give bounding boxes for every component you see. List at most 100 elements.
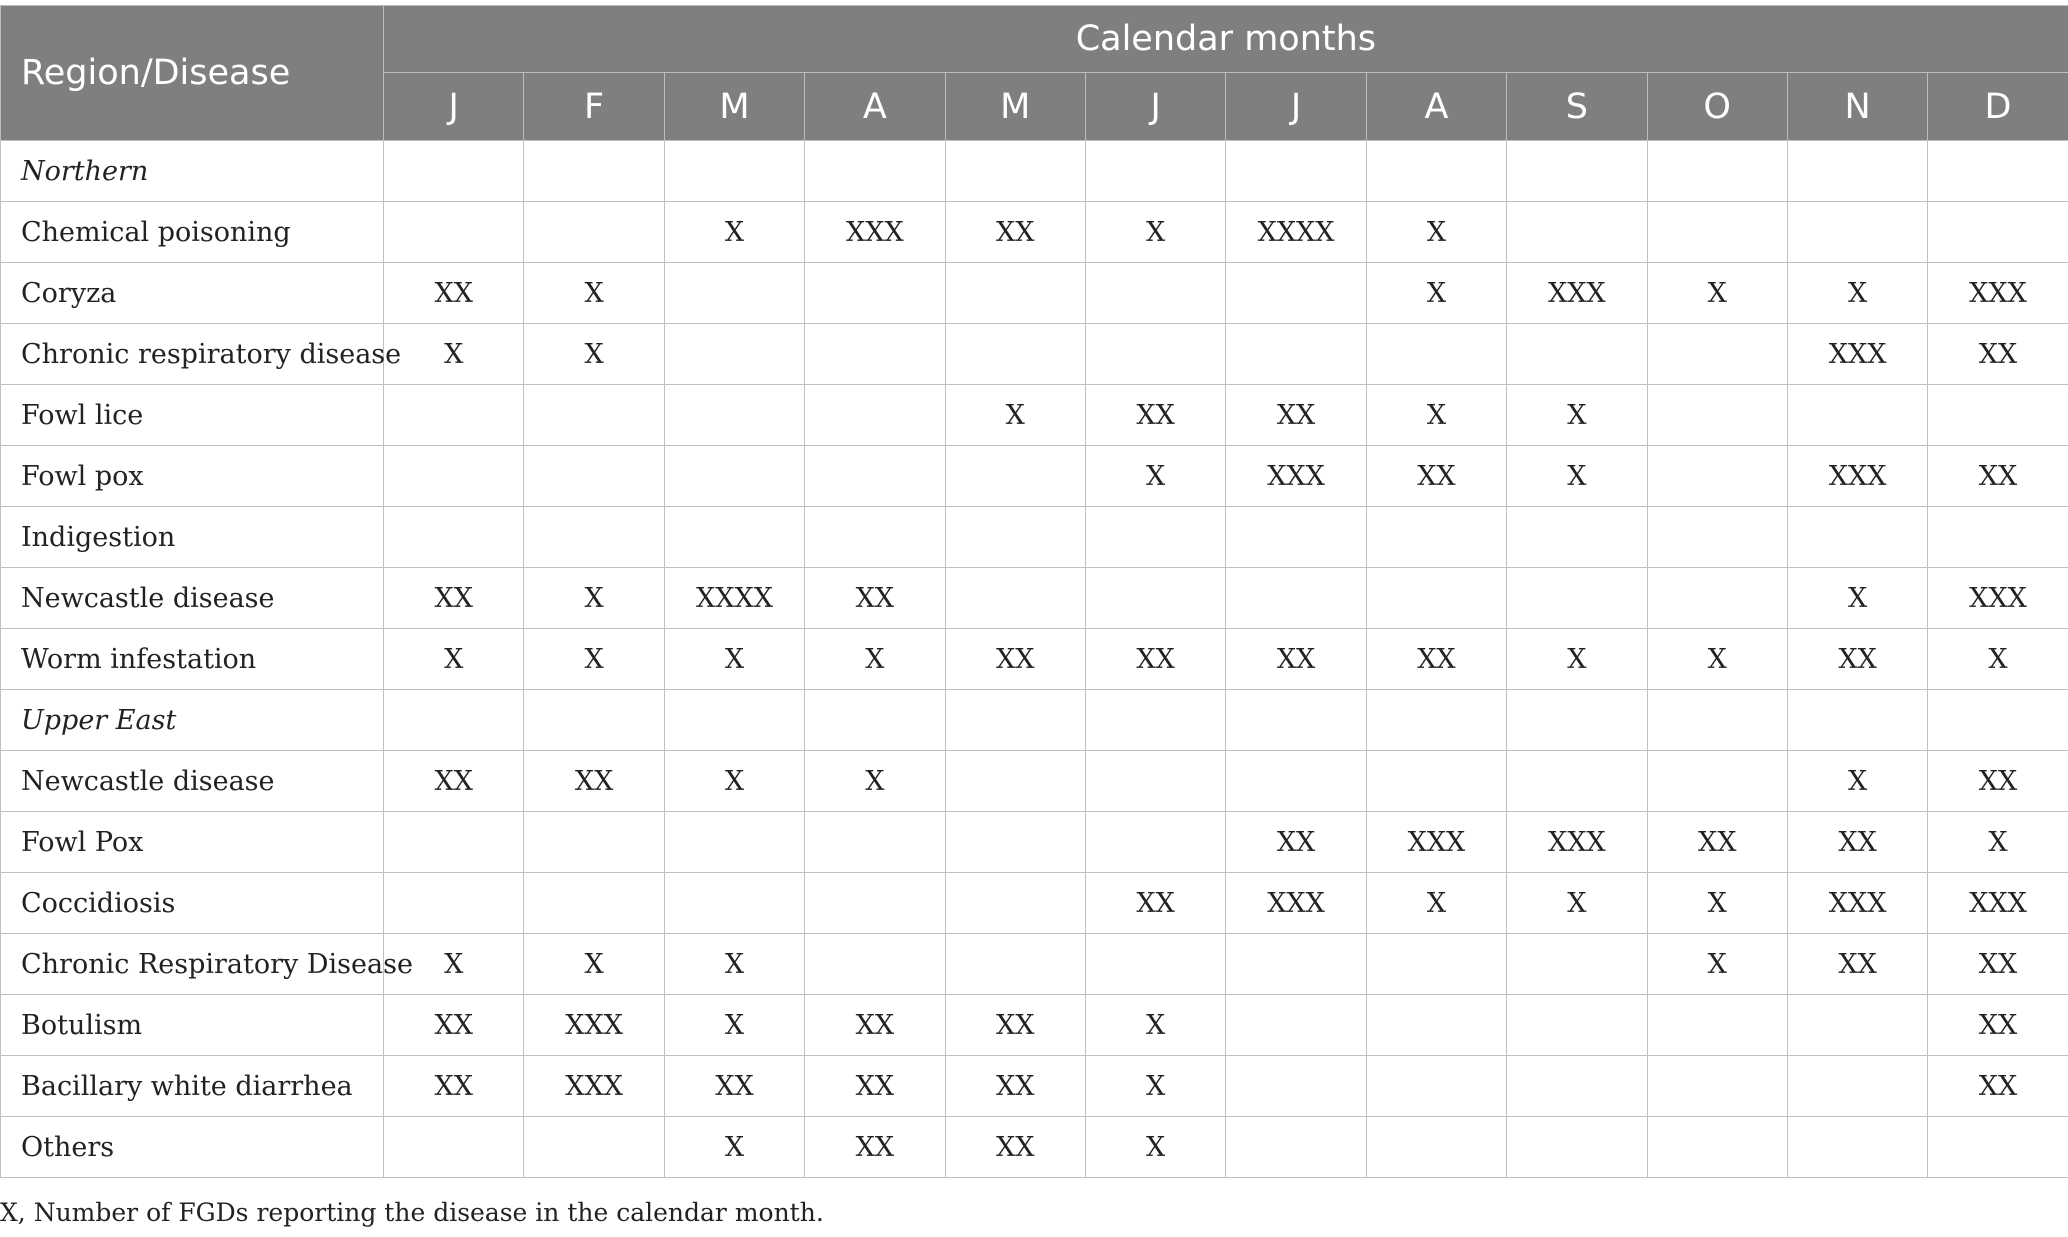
- month-cell: [1084, 323, 1227, 385]
- table-body: Northern Chemical poisoning X XXX XX X XXXX X Co…: [0, 140, 2068, 1178]
- region-disease-header: Region/Disease: [0, 5, 384, 141]
- month-cell: [523, 384, 665, 446]
- month-cell: [382, 445, 525, 507]
- month-cell: XX: [804, 567, 946, 629]
- month-cell: XX: [1646, 811, 1788, 873]
- month-cell: [382, 506, 525, 568]
- month-cell: [1646, 140, 1788, 202]
- month-cell: [944, 750, 1086, 812]
- month-cell: X: [523, 323, 665, 385]
- region-row: Northern: [0, 140, 2068, 202]
- month-cell: XX: [1225, 628, 1367, 690]
- month-cell: XXX: [804, 201, 946, 263]
- month-cell: [663, 506, 806, 568]
- month-cell: [1646, 1116, 1788, 1178]
- disease-label: Bacillary white diarrhea: [0, 1055, 384, 1117]
- month-cell: [944, 567, 1086, 629]
- disease-row: Botulism XX XXX X XX XX X XX: [0, 994, 2068, 1056]
- month-cell: [804, 384, 946, 446]
- month-cell: [663, 689, 806, 751]
- month-cell: [1506, 1116, 1648, 1178]
- month-cell: [804, 445, 946, 507]
- month-cell: XX: [663, 1055, 806, 1117]
- month-cell: [663, 323, 806, 385]
- month-cell: XX: [382, 262, 525, 324]
- month-cell: [1084, 140, 1227, 202]
- month-cell: [1786, 994, 1929, 1056]
- month-header-cell: M: [944, 72, 1086, 141]
- disease-label: Newcastle disease: [0, 567, 384, 629]
- month-cell: [1225, 506, 1367, 568]
- month-cell: [1786, 1116, 1929, 1178]
- month-cell: [382, 811, 525, 873]
- month-cell: [1084, 689, 1227, 751]
- month-cell: X: [1646, 262, 1788, 324]
- month-cell: [1927, 1116, 2068, 1178]
- month-cell: XX: [382, 567, 525, 629]
- month-cell: X: [1506, 384, 1648, 446]
- month-cell: [1646, 994, 1788, 1056]
- month-cell: XX: [1225, 811, 1367, 873]
- disease-row: Worm infestation X X X X XX XX XX XX X X XX X: [0, 628, 2068, 690]
- month-cell: XX: [523, 750, 665, 812]
- month-cell: XX: [1786, 933, 1929, 995]
- month-cell: X: [1646, 872, 1788, 934]
- month-cell: [1646, 567, 1788, 629]
- month-cell: X: [523, 567, 665, 629]
- month-cell: XXX: [1786, 445, 1929, 507]
- month-cell: [1506, 201, 1648, 263]
- month-cell: [1506, 567, 1648, 629]
- month-cell: XX: [944, 628, 1086, 690]
- month-cell: [1927, 506, 2068, 568]
- disease-row: Chronic Respiratory Disease X X X X XX XX: [0, 933, 2068, 995]
- month-cell: [1506, 140, 1648, 202]
- month-cell: [944, 262, 1086, 324]
- month-cell: X: [1927, 811, 2068, 873]
- disease-label: Botulism: [0, 994, 384, 1056]
- month-cell: XX: [1365, 445, 1508, 507]
- month-cell: [1225, 262, 1367, 324]
- month-cell: [1084, 750, 1227, 812]
- month-cell: XXX: [523, 994, 665, 1056]
- disease-row: Others X XX XX X: [0, 1116, 2068, 1178]
- region-row: Upper East: [0, 689, 2068, 751]
- table-footnote: X, Number of FGDs reporting the disease …: [0, 1198, 824, 1227]
- month-cell: X: [523, 628, 665, 690]
- disease-row: Fowl pox X XXX XX X XXX XX: [0, 445, 2068, 507]
- month-cell: [663, 140, 806, 202]
- month-cell: X: [1084, 1055, 1227, 1117]
- month-cell: X: [1786, 567, 1929, 629]
- month-cell: [1365, 933, 1508, 995]
- month-cell: X: [1646, 628, 1788, 690]
- month-cell: [1225, 140, 1367, 202]
- region-label: Northern: [0, 140, 384, 202]
- month-cell: XXX: [1786, 872, 1929, 934]
- month-cell: XX: [804, 1055, 946, 1117]
- disease-label: Chemical poisoning: [0, 201, 384, 263]
- month-cell: XXX: [1927, 262, 2068, 324]
- month-cell: X: [1365, 384, 1508, 446]
- month-cell: [804, 140, 946, 202]
- month-cell: XX: [1084, 384, 1227, 446]
- month-cell: [804, 933, 946, 995]
- month-cell: X: [663, 1116, 806, 1178]
- month-cell: [1506, 933, 1648, 995]
- month-cell: [804, 811, 946, 873]
- month-cell: [1365, 750, 1508, 812]
- month-cell: [1646, 1055, 1788, 1117]
- month-cell: [1225, 933, 1367, 995]
- disease-row: Newcastle disease XX X XXXX XX X XXX: [0, 567, 2068, 629]
- disease-label: Fowl lice: [0, 384, 384, 446]
- month-cell: X: [1646, 933, 1788, 995]
- month-cell: [1225, 750, 1367, 812]
- month-cell: [1927, 140, 2068, 202]
- disease-label: Newcastle disease: [0, 750, 384, 812]
- month-cell: [1365, 323, 1508, 385]
- month-cell: X: [1786, 750, 1929, 812]
- month-cell: [1646, 201, 1788, 263]
- month-cell: [1786, 506, 1929, 568]
- month-cell: [1225, 689, 1367, 751]
- disease-label: Coryza: [0, 262, 384, 324]
- month-cell: [523, 689, 665, 751]
- month-cell: XXX: [1786, 323, 1929, 385]
